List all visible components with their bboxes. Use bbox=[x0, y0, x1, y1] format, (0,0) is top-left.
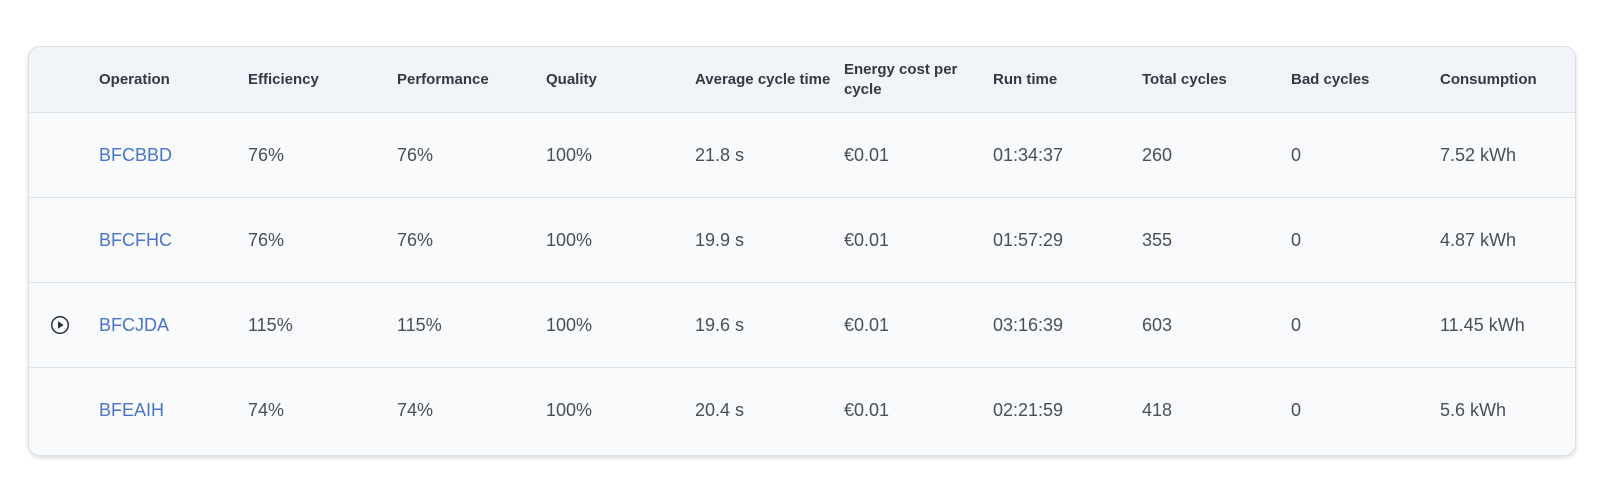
energy-cost-value: €0.01 bbox=[844, 229, 890, 250]
consumption-value: 11.45 kWh bbox=[1440, 314, 1525, 335]
table-row[interactable]: BFCFHC 76% 76% 100% 19.9 s €0.01 01:57:2… bbox=[29, 198, 1575, 283]
bad-cycles-value: 0 bbox=[1291, 400, 1302, 420]
quality-value: 100% bbox=[546, 229, 593, 250]
table-header: Operation Efficiency Performance Quality… bbox=[29, 47, 1575, 113]
efficiency-value: 74% bbox=[248, 400, 285, 420]
efficiency-value: 115% bbox=[248, 314, 293, 335]
header-average-cycle-time[interactable]: Average cycle time bbox=[695, 70, 831, 88]
header-run-time[interactable]: Run time bbox=[993, 70, 1058, 88]
header-energy-cost-per-cycle[interactable]: Energy cost per cycle bbox=[844, 60, 958, 98]
run-time-value: 02:21:59 bbox=[993, 400, 1064, 420]
efficiency-value: 76% bbox=[248, 144, 285, 165]
average-cycle-time-value: 20.4 s bbox=[695, 400, 745, 420]
operation-link[interactable]: BFCBBD bbox=[99, 144, 173, 165]
table-row[interactable]: BFCJDA 115% 115% 100% 19.6 s €0.01 03:16… bbox=[29, 283, 1575, 368]
header-efficiency[interactable]: Efficiency bbox=[248, 70, 319, 88]
consumption-value: 4.87 kWh bbox=[1440, 229, 1517, 250]
header-performance[interactable]: Performance bbox=[397, 70, 489, 88]
average-cycle-time-value: 19.6 s bbox=[695, 314, 745, 335]
header-quality[interactable]: Quality bbox=[546, 70, 597, 88]
operation-link[interactable]: BFEAIH bbox=[99, 400, 165, 420]
total-cycles-value: 418 bbox=[1142, 400, 1173, 420]
quality-value: 100% bbox=[546, 400, 593, 420]
performance-value: 76% bbox=[397, 229, 434, 250]
bad-cycles-value: 0 bbox=[1291, 314, 1302, 335]
total-cycles-value: 260 bbox=[1142, 144, 1173, 165]
header-total-cycles[interactable]: Total cycles bbox=[1142, 70, 1227, 88]
performance-value: 76% bbox=[397, 144, 434, 165]
efficiency-value: 76% bbox=[248, 229, 285, 250]
play-circle-icon[interactable] bbox=[50, 315, 70, 335]
header-consumption[interactable]: Consumption bbox=[1440, 70, 1537, 88]
run-time-value: 01:34:37 bbox=[993, 144, 1064, 165]
table-row[interactable]: BFEAIH 74% 74% 100% 20.4 s €0.01 02:21:5… bbox=[29, 368, 1575, 453]
quality-value: 100% bbox=[546, 144, 593, 165]
header-operation[interactable]: Operation bbox=[99, 70, 170, 88]
performance-value: 115% bbox=[397, 314, 442, 335]
operation-link[interactable]: BFCJDA bbox=[99, 314, 170, 335]
table-row[interactable]: BFCBBD 76% 76% 100% 21.8 s €0.01 01:34:3… bbox=[29, 113, 1575, 198]
performance-value: 74% bbox=[397, 400, 434, 420]
energy-cost-value: €0.01 bbox=[844, 314, 890, 335]
bad-cycles-value: 0 bbox=[1291, 229, 1302, 250]
total-cycles-value: 355 bbox=[1142, 229, 1173, 250]
run-time-value: 01:57:29 bbox=[993, 229, 1064, 250]
consumption-value: 7.52 kWh bbox=[1440, 144, 1517, 165]
bad-cycles-value: 0 bbox=[1291, 144, 1302, 165]
average-cycle-time-value: 21.8 s bbox=[695, 144, 745, 165]
energy-cost-value: €0.01 bbox=[844, 144, 890, 165]
total-cycles-value: 603 bbox=[1142, 314, 1173, 335]
header-bad-cycles[interactable]: Bad cycles bbox=[1291, 70, 1370, 88]
consumption-value: 5.6 kWh bbox=[1440, 400, 1507, 420]
average-cycle-time-value: 19.9 s bbox=[695, 229, 745, 250]
row-icon-cell bbox=[29, 315, 99, 335]
energy-cost-value: €0.01 bbox=[844, 400, 890, 420]
quality-value: 100% bbox=[546, 314, 593, 335]
operation-link[interactable]: BFCFHC bbox=[99, 229, 172, 250]
operations-table: Operation Efficiency Performance Quality… bbox=[28, 46, 1576, 456]
run-time-value: 03:16:39 bbox=[993, 314, 1064, 335]
